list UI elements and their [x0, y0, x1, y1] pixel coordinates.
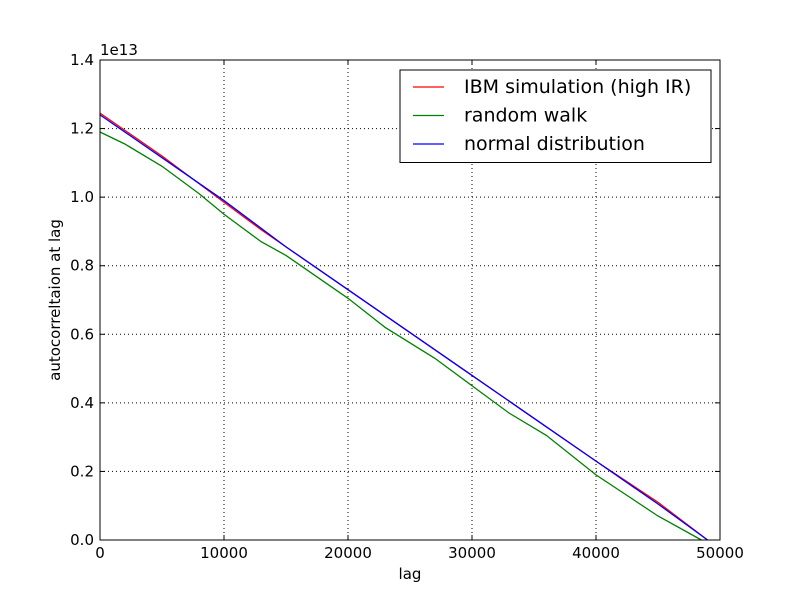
y-tick-label: 0.0	[70, 531, 94, 549]
legend-box	[399, 69, 712, 163]
y-tick-label: 1.4	[70, 51, 94, 69]
y-offset-label: 1e13	[100, 41, 138, 59]
legend-label: normal distribution	[464, 133, 645, 155]
legend-label: IBM simulation (high IR)	[464, 76, 691, 98]
x-axis-label: lag	[399, 565, 422, 583]
x-tick-label: 30000	[448, 544, 496, 562]
y-tick-label: 0.6	[70, 325, 94, 343]
legend-label: random walk	[464, 105, 587, 127]
tick-layer: 0 10000 20000 30000 40000 50000 0.0 0.2 0.4 0.6 0.…	[70, 51, 744, 562]
plot-frame	[99, 59, 721, 541]
x-tick-label: 10000	[200, 544, 248, 562]
y-tick-label: 0.4	[70, 394, 94, 412]
y-tick-label: 0.2	[70, 462, 94, 480]
y-tick-label: 0.8	[70, 257, 94, 275]
x-tick-label: 0	[95, 544, 105, 562]
x-tick-label: 40000	[572, 544, 620, 562]
y-tick-label: 1.2	[70, 120, 94, 138]
y-tick-label: 1.0	[70, 188, 94, 206]
series-line-2	[99, 114, 708, 541]
series-line-1	[99, 131, 702, 541]
y-axis-label: autocorreltaion at lag	[46, 219, 64, 381]
x-tick-label: 20000	[324, 544, 372, 562]
series-layer	[99, 112, 708, 541]
x-tick-label: 50000	[696, 544, 744, 562]
legend: IBM simulation (high IR) random walk norma…	[399, 69, 712, 163]
